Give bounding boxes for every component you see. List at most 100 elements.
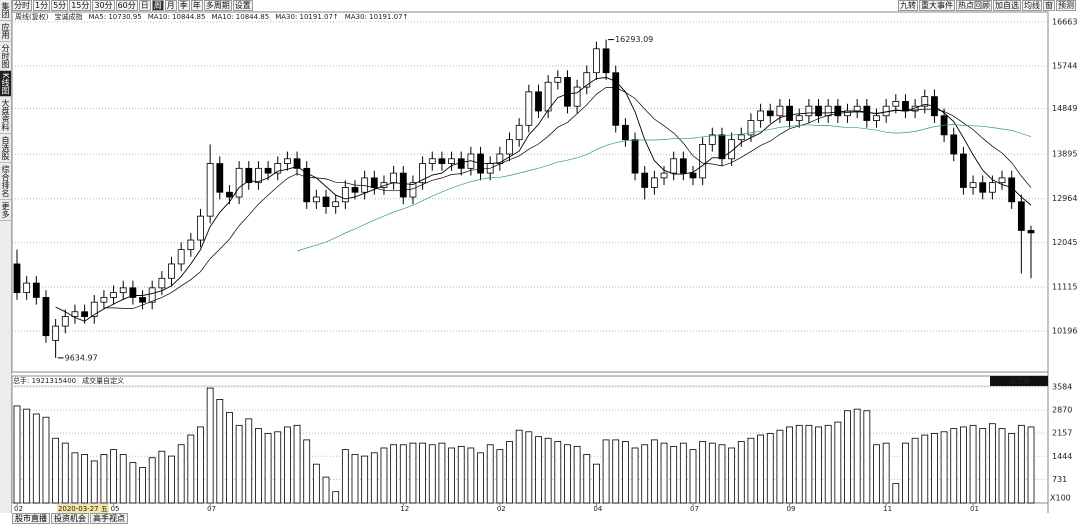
candle-body [177,249,185,265]
candle-body [216,163,224,193]
volume-bar [168,455,175,504]
volume-bar [361,455,369,504]
legend-item: MA10: 10844.85 [211,13,269,21]
x-tick-label: 07 [207,505,216,513]
volume-bar [960,426,967,504]
volume-bar [708,442,716,504]
period-button[interactable]: 日 [138,0,151,11]
bottom-tab[interactable]: 股市直播 [12,513,50,524]
volume-bar [129,462,137,504]
volume-bar [61,442,69,504]
bottom-tab[interactable]: 投资机会 [51,513,89,524]
candle-body [399,172,407,198]
volume-bar [988,423,996,504]
period-button[interactable]: 1分 [33,0,51,11]
candle-body [235,167,243,198]
candle-body [23,282,31,294]
volume-bar [747,437,755,504]
tool-button[interactable]: 加自选 [993,0,1021,11]
period-button[interactable]: 5分 [51,0,69,11]
volume-bar [583,454,591,504]
sidebar-tab[interactable]: 分时图 [0,42,11,71]
volume-bar [283,426,291,504]
candle-body [515,124,523,141]
candle-body [815,105,822,117]
legend-item: MA30: 10191.07↑ [275,13,339,21]
period-button[interactable]: 月 [164,0,177,11]
candle-body [902,101,909,112]
tool-button[interactable]: 九转 [898,0,918,11]
volume-bar [853,408,861,504]
period-button[interactable]: 年 [190,0,203,11]
tool-button[interactable]: 热点回顾 [956,0,992,11]
volume-bar [90,460,98,504]
sidebar-tab[interactable]: 应用 [0,21,11,42]
volume-bar [873,444,880,504]
volume-bar [390,444,398,504]
tool-button[interactable]: 窗 [1043,0,1055,11]
legend-item: MA5: 10730.95 [88,13,141,21]
volume-bar [32,413,40,504]
period-button[interactable]: 周 [151,0,164,11]
candle-body [525,91,533,126]
period-button[interactable]: 15分 [69,0,92,11]
volume-bar [882,442,890,504]
high-annotation: 16293.09 [615,35,653,44]
legend-item: MA30: 10191.07↑ [345,13,409,21]
volume-bar [998,428,1006,504]
candle-body [255,167,262,184]
volume-bar [322,476,330,504]
volume-bar [824,424,832,504]
candle-body [776,105,784,117]
tool-button[interactable]: 均线 [1022,0,1042,11]
volume-bar [950,428,958,504]
sidebar-tab[interactable]: 大盘资料 [0,97,11,135]
tool-button[interactable]: 重大事件 [919,0,955,11]
candle-body [641,172,649,188]
candle-body [631,139,639,174]
volume-bar [554,441,562,504]
volume-bar [13,405,21,504]
volume-selector-box[interactable] [990,376,1048,386]
volume-bar [786,426,793,504]
period-button[interactable]: 设置 [232,0,253,11]
volume-bar [293,424,301,504]
y-tick-label: 15744 [1052,61,1077,70]
candle-body [187,239,195,251]
volume-bar [506,441,513,504]
candle-body [593,48,600,74]
period-button[interactable]: 60分 [115,0,138,11]
period-button[interactable]: 季 [177,0,190,11]
period-button[interactable]: 多周期 [203,0,232,11]
candle-body [747,120,755,136]
candle-body [197,215,204,241]
candle-body [786,105,793,121]
candle-body [110,292,117,298]
candle-body [679,158,687,174]
sidebar-tab[interactable]: K线图 [0,71,11,98]
sidebar-tab[interactable]: 更多 [0,200,11,222]
volume-bar [969,424,977,504]
candle-body [100,297,108,303]
volume-bar [139,466,146,504]
candle-body [554,77,562,83]
volume-bar [370,452,378,504]
volume-bar [312,463,320,504]
period-button[interactable]: 分时 [12,0,32,11]
x-tick-label: 07 [690,505,699,513]
candle-body [573,86,581,107]
sidebar-tab[interactable]: 自选股 [0,134,11,164]
x-tick-label: 12 [400,505,409,513]
period-button[interactable]: 30分 [92,0,115,11]
candle-body [834,105,842,117]
volume-bar [419,442,427,504]
bottom-tab[interactable]: 高手视点 [90,513,128,524]
volume-bar [255,428,262,504]
volume-bar [206,387,214,504]
sidebar-tab[interactable]: 集团 [0,0,11,21]
tool-button[interactable]: 预测 [1056,0,1076,11]
sidebar-tab[interactable]: 综合排名 [0,163,11,201]
candle-body [158,277,166,289]
volume-bar [776,429,784,504]
candle-body [766,110,774,117]
